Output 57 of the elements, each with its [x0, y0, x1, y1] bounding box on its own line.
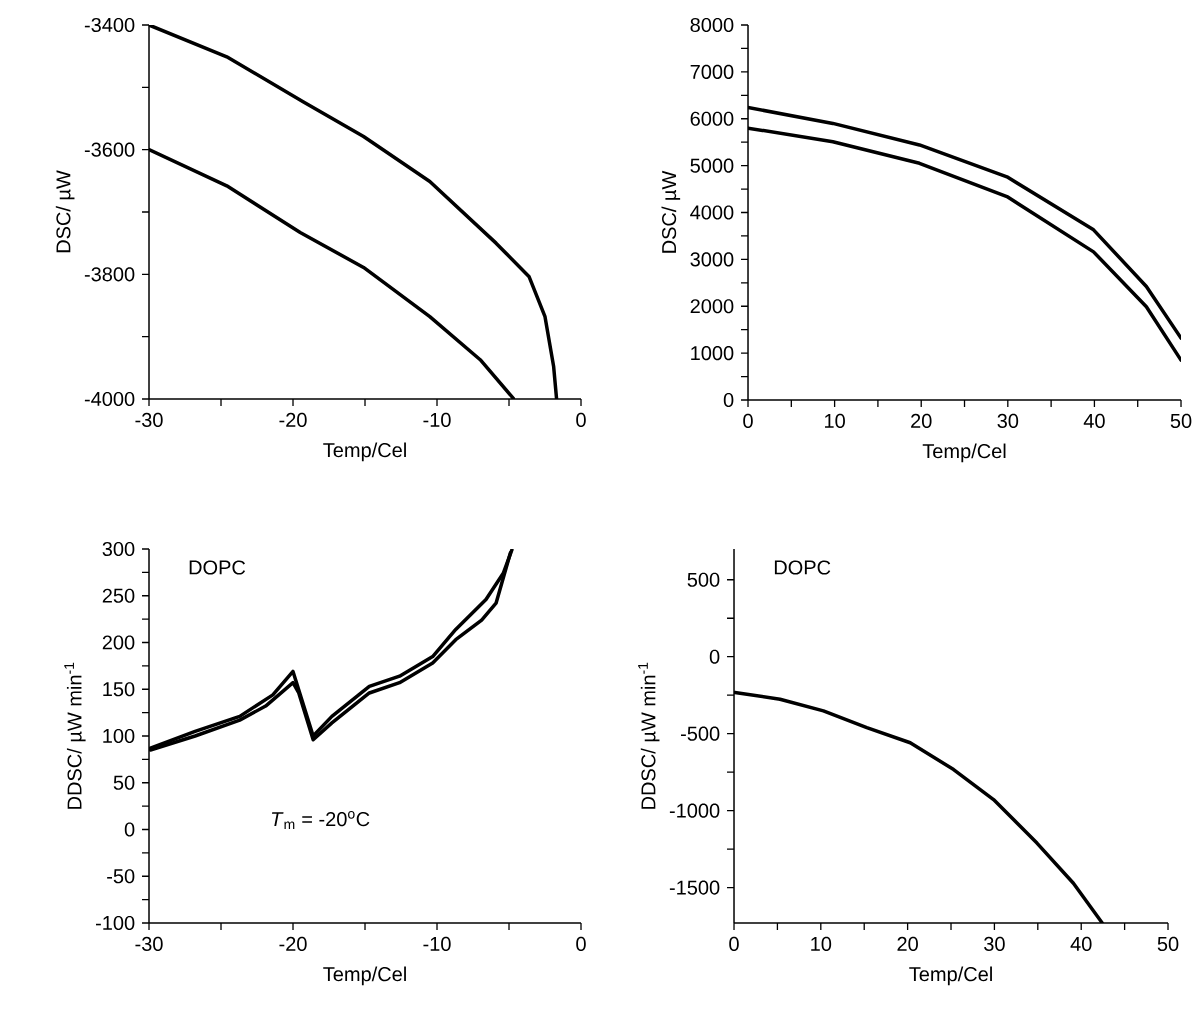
y-tick-label: 1000 [691, 346, 734, 361]
y-tick-label: -1500 [669, 880, 720, 895]
x-tick-label: -30 [135, 936, 163, 952]
y-tick-label: 0 [723, 392, 734, 408]
y-tick-label: 4000 [690, 205, 734, 220]
x-tick-label: 10 [811, 936, 832, 952]
x-tick-label: -30 [135, 412, 163, 428]
y-tick-label: 5000 [690, 158, 734, 173]
y-tick-label: 7000 [690, 64, 734, 79]
x-tick-label: -10 [423, 936, 451, 952]
y-tick-label: 250 [102, 588, 135, 603]
y-tick-label: -3800 [84, 267, 135, 282]
y-tick-label: 8000 [690, 17, 734, 33]
x-axis-title: Temp/Cel [323, 966, 406, 986]
y-tick-label: -50 [107, 869, 135, 884]
x-axis-title: Temp/Cel [909, 966, 992, 986]
annotation: DOPC [189, 560, 246, 575]
y-tick-label: 500 [687, 572, 720, 587]
x-tick-label: 0 [743, 413, 753, 429]
y-tick-label: 50 [113, 775, 135, 790]
x-tick-label: 30 [984, 936, 1005, 952]
x-tick-label: 20 [897, 936, 918, 952]
x-tick-label: 0 [576, 412, 586, 428]
annotation: T$_{m}$ = -20$^{o}$C [271, 810, 370, 830]
y-tick-label: 6000 [690, 111, 734, 126]
y-tick-label: 100 [103, 728, 135, 744]
y-tick-label: 0 [709, 649, 720, 664]
y-tick-label: -3400 [84, 17, 135, 33]
y-tick-label: 3000 [690, 252, 734, 267]
y-tick-label: 200 [102, 635, 135, 650]
x-tick-label: -20 [279, 936, 307, 952]
annotation: DOPC [774, 560, 831, 575]
x-tick-label: 40 [1083, 413, 1105, 429]
x-tick-label: 40 [1070, 936, 1092, 952]
y-tick-label: 0 [124, 822, 135, 837]
x-axis-title: Temp/Cel [323, 442, 406, 462]
y-axis-title: DSC/ µW [661, 170, 681, 253]
x-tick-label: 10 [825, 413, 845, 429]
x-tick-label: -20 [279, 412, 307, 428]
y-tick-label: -500 [681, 726, 720, 741]
y-tick-label: -3600 [84, 142, 135, 157]
y-axis-title: DDSC/ µW min$^{-1}$ [64, 662, 86, 809]
y-tick-label: 150 [103, 682, 135, 697]
x-tick-label: 50 [1157, 936, 1179, 952]
y-tick-label: 300 [102, 541, 135, 557]
x-tick-label: -10 [423, 412, 451, 428]
y-tick-label: -1000 [669, 803, 720, 818]
y-axis-title: DDSC/ µW min$^{-1}$ [638, 662, 660, 809]
x-axis-title: Temp/Cel [922, 443, 1006, 463]
y-tick-label: -4000 [84, 391, 135, 407]
y-axis-title: DSC/ µW [55, 170, 75, 253]
x-tick-label: 20 [911, 413, 932, 429]
x-tick-label: 50 [1170, 413, 1192, 429]
x-tick-label: 30 [997, 413, 1019, 429]
x-tick-label: 0 [576, 936, 586, 952]
y-tick-label: -100 [96, 915, 135, 931]
y-tick-label: 2000 [690, 299, 734, 314]
